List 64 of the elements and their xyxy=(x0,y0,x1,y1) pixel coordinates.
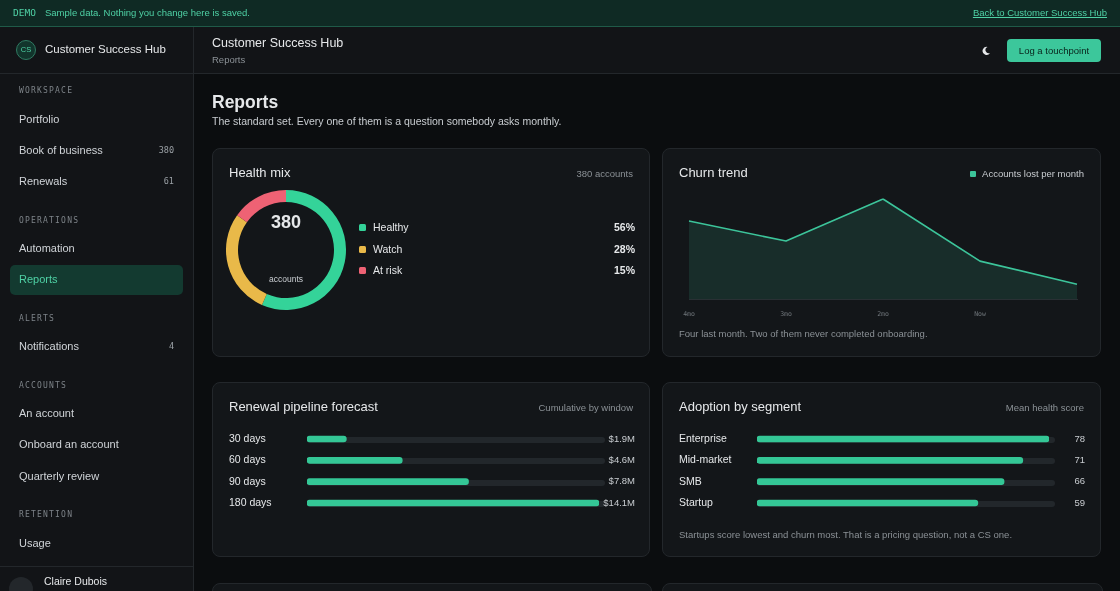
chart-subtitle: Mean health score xyxy=(1005,402,1084,413)
y-tick-label: Enterprise xyxy=(679,431,728,444)
chart-subtitle: 380 accounts xyxy=(576,168,633,179)
text: Usage xyxy=(19,537,51,549)
text: 4 xyxy=(168,341,174,351)
text: Customer Success Hub xyxy=(45,43,166,55)
text: Quarterly review xyxy=(19,470,100,482)
text: Portfolio xyxy=(19,113,60,125)
text: Notifications xyxy=(19,340,79,352)
legend-label: Healthy xyxy=(373,221,409,233)
data-label: 59 xyxy=(1074,496,1085,508)
data-label: $4.6M xyxy=(608,453,636,465)
data-label: 71 xyxy=(1074,453,1085,465)
y-tick-label: 30 days xyxy=(229,431,266,444)
data-label: $14.1M xyxy=(603,496,636,508)
text: Four last month. Two of them never completed onboarding. xyxy=(679,328,928,339)
text: Reports xyxy=(19,273,58,285)
chart-subtitle: Cumulative by window xyxy=(538,402,633,413)
text: ACCOUNTS xyxy=(19,381,68,390)
data-label: 56% xyxy=(613,221,635,233)
chart-title: Health mix xyxy=(229,165,291,180)
text: An account xyxy=(19,407,75,419)
chart-title: Renewal pipeline forecast xyxy=(229,399,378,414)
y-tick-label: Mid-market xyxy=(679,453,732,466)
chart-title: Adoption by segment xyxy=(679,399,802,414)
data-label: 78 xyxy=(1074,432,1085,444)
legend-label: Watch xyxy=(373,242,403,255)
text: The standard set. Every one of them is a question somebody asks monthly. xyxy=(212,115,562,127)
text: Claire Dubois xyxy=(44,575,108,587)
legend-label: At risk xyxy=(373,264,403,276)
data-label: 28% xyxy=(613,242,635,255)
text: RETENTION xyxy=(19,510,74,519)
chart-title: Churn trend xyxy=(679,165,748,180)
text: Sample data. Nothing you change here is saved. xyxy=(45,7,250,18)
text: Reports xyxy=(212,92,279,113)
data-label: 66 xyxy=(1074,475,1085,487)
y-tick-label: SMB xyxy=(679,474,702,487)
bar xyxy=(307,457,403,464)
text: Customer Success Hub xyxy=(212,36,344,50)
text: DEMO xyxy=(13,7,36,18)
text: 380 xyxy=(158,145,174,155)
text: Automation xyxy=(19,242,75,254)
text: OPERATIONS xyxy=(19,216,80,225)
y-tick-label: 180 days xyxy=(229,495,272,508)
data-label: $1.9M xyxy=(608,432,636,444)
text: 61 xyxy=(163,176,174,186)
legend-label: Accounts lost per month xyxy=(982,168,1084,179)
text: Back to Customer Success Hub xyxy=(972,7,1107,18)
text: Book of business xyxy=(19,144,103,156)
bar xyxy=(307,435,347,443)
text: ALERTS xyxy=(19,314,56,323)
text: Reports xyxy=(212,54,246,65)
text: Onboard an account xyxy=(19,438,119,450)
text: 380 xyxy=(269,212,302,233)
y-tick-label: 60 days xyxy=(229,453,266,466)
data-label: $7.8M xyxy=(608,475,636,487)
text: Startups score lowest and churn most. That is a pricing question, not a CS one. xyxy=(679,529,1013,540)
y-tick-label: 90 days xyxy=(229,474,266,487)
data-label: 15% xyxy=(613,264,635,276)
y-tick-label: Startup xyxy=(679,495,714,508)
text: Renewals xyxy=(19,175,68,187)
text: accounts xyxy=(268,274,304,284)
text: WORKSPACE xyxy=(19,86,74,95)
text: Log a touchpoint xyxy=(1017,45,1091,56)
